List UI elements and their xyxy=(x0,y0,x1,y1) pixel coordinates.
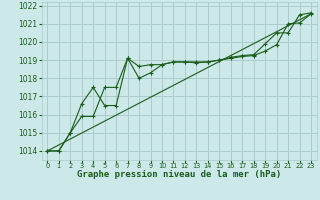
X-axis label: Graphe pression niveau de la mer (hPa): Graphe pression niveau de la mer (hPa) xyxy=(77,170,281,179)
